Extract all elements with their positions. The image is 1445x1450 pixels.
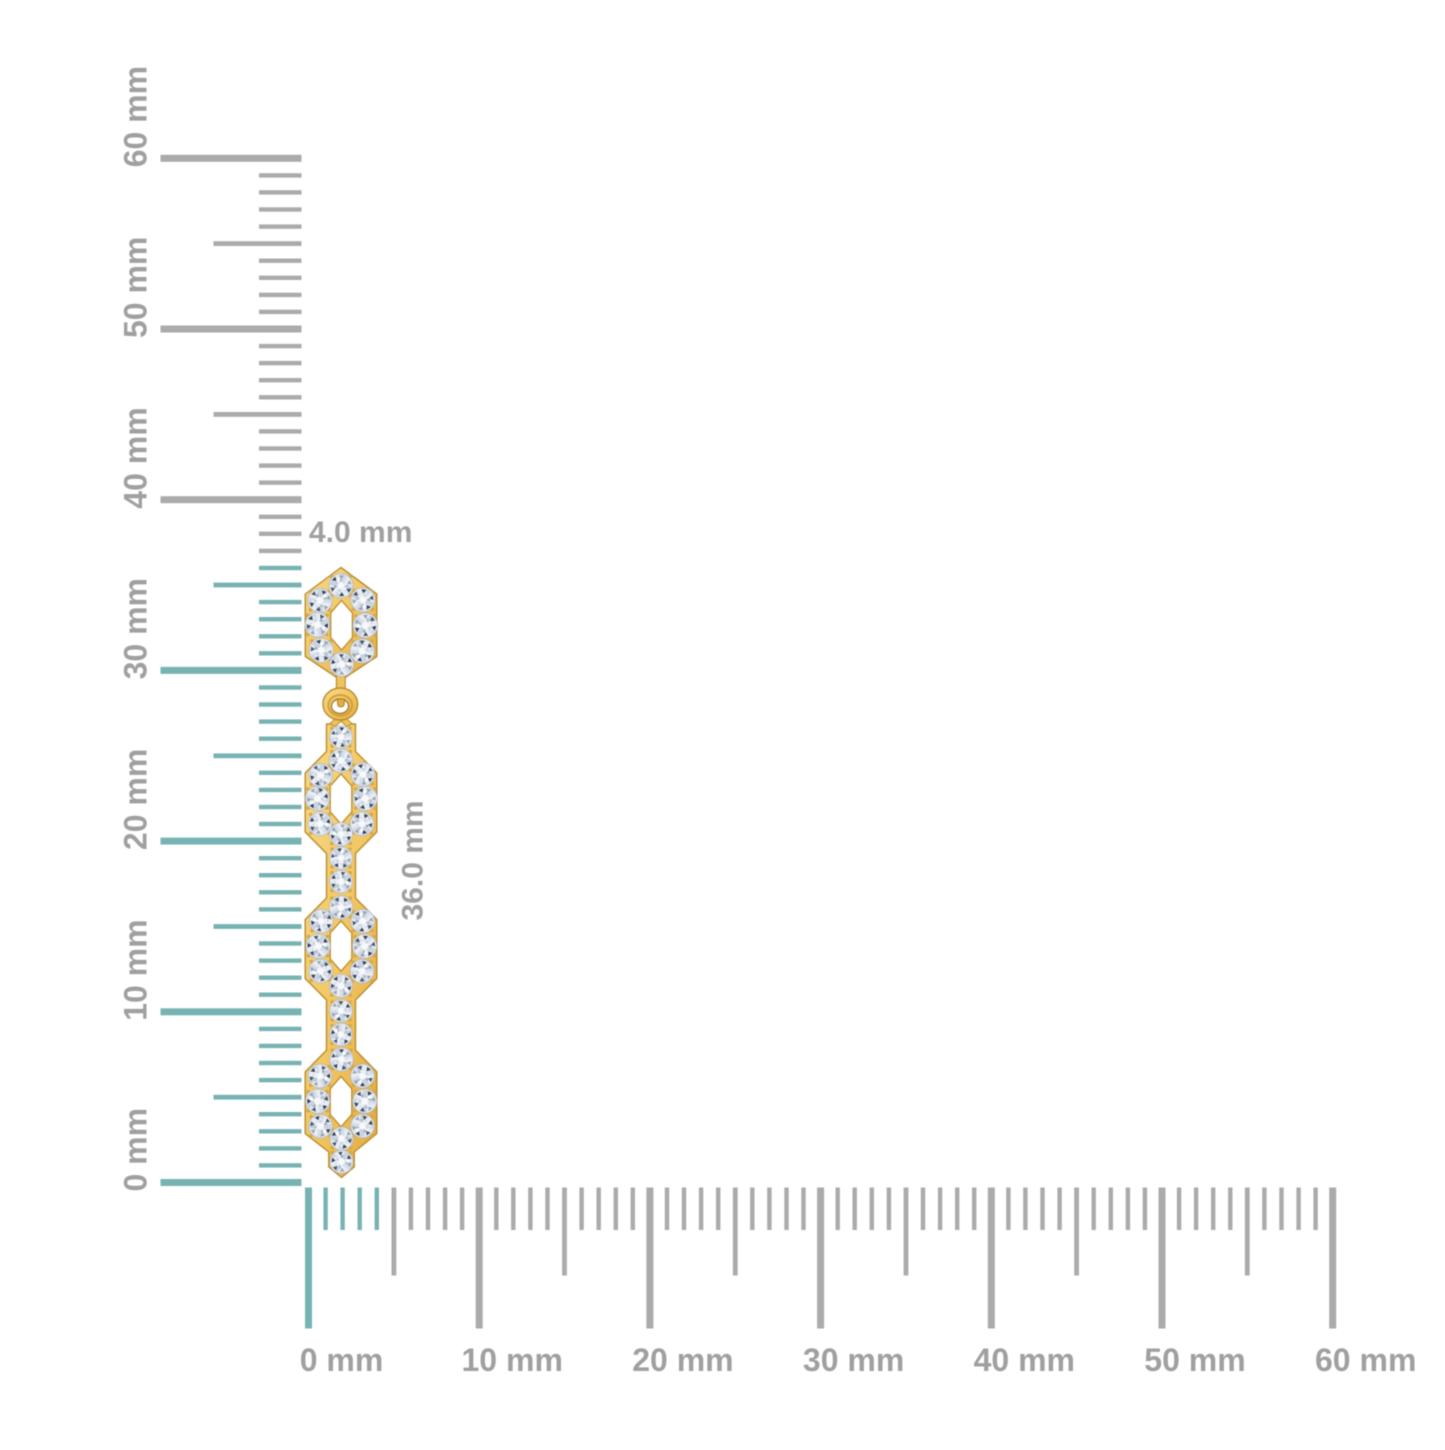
svg-text:10 mm: 10 mm (118, 919, 154, 1020)
svg-text:60 mm: 60 mm (118, 66, 154, 167)
svg-text:0 mm: 0 mm (118, 1108, 154, 1192)
svg-text:30 mm: 30 mm (118, 578, 154, 679)
svg-text:20 mm: 20 mm (118, 749, 154, 850)
svg-text:40 mm: 40 mm (974, 1342, 1075, 1378)
svg-text:36.0 mm: 36.0 mm (397, 800, 430, 920)
svg-text:40 mm: 40 mm (118, 407, 154, 508)
svg-text:50 mm: 50 mm (118, 237, 154, 338)
svg-text:50 mm: 50 mm (1144, 1342, 1245, 1378)
svg-text:30 mm: 30 mm (803, 1342, 904, 1378)
svg-text:60 mm: 60 mm (1315, 1342, 1416, 1378)
svg-text:4.0 mm: 4.0 mm (309, 516, 412, 549)
svg-text:20 mm: 20 mm (632, 1342, 733, 1378)
svg-text:0 mm: 0 mm (300, 1342, 384, 1378)
svg-text:10 mm: 10 mm (462, 1342, 563, 1378)
